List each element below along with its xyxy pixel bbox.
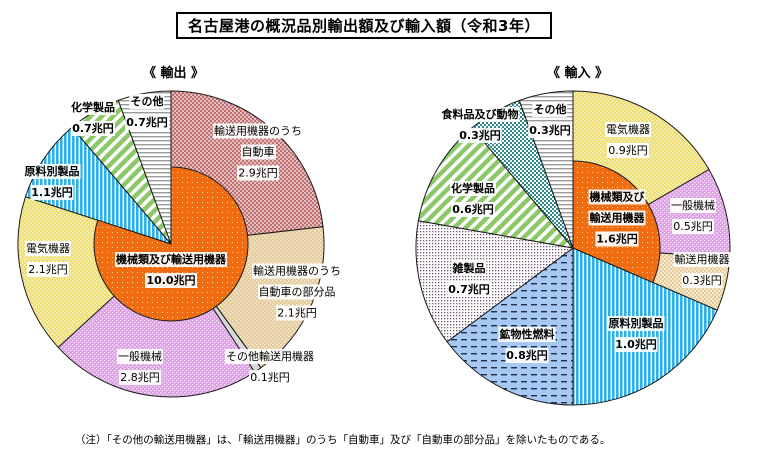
slice-label: 原料別製品 1.1兆円 — [23, 164, 81, 200]
slice-label: 雑製品 0.7兆円 — [447, 261, 491, 297]
slice-label: 電気機器 0.9兆円 — [605, 122, 651, 158]
pie-slice — [446, 247, 574, 406]
slice-label: 食料品及び動物 0.3兆円 — [440, 107, 520, 143]
import-pie-title: 《 輸入 》 — [547, 66, 609, 81]
inner-ring-label: 機械類及び輸送用機器 10.0兆円 — [115, 252, 227, 288]
slice-label: その他 0.7兆円 — [125, 94, 169, 130]
chart-title: 名古屋港の概況品別輸出額及び輸入額（令和3年） — [176, 12, 552, 39]
slice-label: 電気機器 2.1兆円 — [25, 241, 71, 277]
slice-label: 輸送用機器のうち 自動車の部分品 2.1兆円 — [252, 263, 342, 321]
slice-label: 輸送用機器のうち 自動車 2.9兆円 — [213, 123, 303, 181]
slice-label: 一般機械 2.8兆円 — [117, 349, 163, 385]
footnote: （注）「その他の輸送用機器」は、「輸送用機器」のうち「自動車」及び「自動車の部分… — [75, 434, 611, 446]
export-pie-title: 《 輸出 》 — [143, 66, 205, 81]
slice-label: 鉱物性燃料 0.8兆円 — [498, 327, 556, 363]
pie-slice — [57, 243, 256, 398]
slice-label: 輸送用機器 0.3兆円 — [673, 252, 731, 288]
slice-label: その他 0.3兆円 — [528, 102, 572, 138]
inner-ring-label: 機械類及び 輸送用機器 1.6兆円 — [588, 189, 646, 247]
pie-slice — [415, 220, 575, 343]
slice-label: 一般機械 0.5兆円 — [670, 198, 716, 234]
slice-label: 原料別製品 1.0兆円 — [607, 316, 665, 352]
pie-slice — [24, 126, 173, 246]
slice-label: 化学製品 0.6兆円 — [450, 181, 496, 217]
slice-label: 化学製品 0.7兆円 — [70, 100, 116, 136]
inner-ring-slice — [93, 166, 249, 322]
slice-label: その他輸送用機器 0.1兆円 — [225, 349, 315, 385]
